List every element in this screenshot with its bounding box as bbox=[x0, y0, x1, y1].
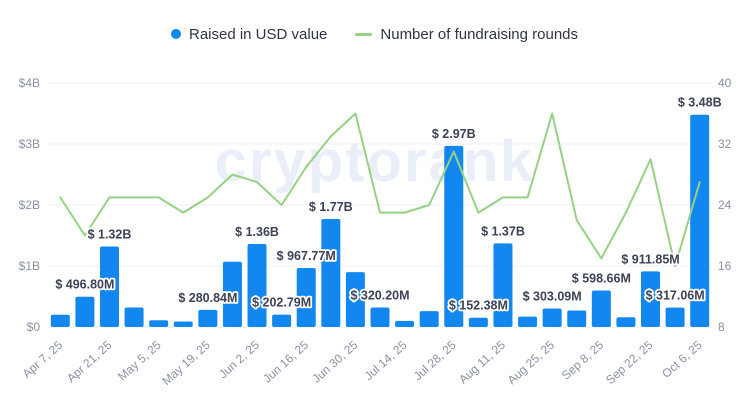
line-series-dash-icon bbox=[355, 32, 373, 36]
bar[interactable] bbox=[247, 244, 267, 327]
bar-value-label: $ 317.06M bbox=[646, 289, 705, 303]
x-axis-tick: Jun 2, 25 bbox=[216, 338, 262, 382]
bar[interactable] bbox=[345, 272, 365, 327]
bar[interactable] bbox=[419, 311, 439, 327]
bar-value-label: $ 320.20M bbox=[350, 288, 409, 302]
legend: Raised in USD value Number of fundraisin… bbox=[0, 24, 749, 44]
x-axis-tick: Aug 11, 25 bbox=[456, 338, 508, 387]
bar[interactable] bbox=[370, 307, 390, 327]
bar-value-label: $ 1.36B bbox=[235, 225, 279, 239]
bar-value-label: $ 2.97B bbox=[432, 127, 476, 141]
legend-label-raised-usd: Raised in USD value bbox=[188, 25, 328, 43]
bar[interactable] bbox=[641, 271, 661, 327]
bar-value-label: $ 303.09M bbox=[523, 290, 582, 304]
bar[interactable] bbox=[444, 145, 464, 327]
bar[interactable] bbox=[173, 321, 193, 327]
x-axis-tick: Sep 8, 25 bbox=[559, 338, 607, 383]
bar-value-label: $ 496.80M bbox=[55, 278, 114, 292]
bar[interactable] bbox=[518, 316, 538, 327]
legend-label-fundraising-rounds: Number of fundraising rounds bbox=[380, 25, 578, 43]
y-axis-tick-left: $4B bbox=[19, 76, 40, 90]
bar[interactable] bbox=[124, 307, 144, 327]
bar-value-label: $ 280.84M bbox=[178, 291, 237, 305]
x-axis-tick: May 19, 25 bbox=[159, 338, 213, 388]
x-axis-tick: Jun 16, 25 bbox=[260, 338, 311, 386]
bar[interactable] bbox=[149, 320, 169, 327]
bar[interactable] bbox=[591, 290, 611, 327]
y-axis-tick-left: $3B bbox=[19, 137, 40, 151]
y-axis-tick-right: 32 bbox=[718, 137, 732, 151]
bar-value-label: $ 598.66M bbox=[572, 271, 631, 285]
bar[interactable] bbox=[272, 314, 292, 327]
y-axis-tick-right: 16 bbox=[718, 259, 732, 273]
bar-value-label: $ 911.85M bbox=[621, 252, 679, 266]
y-axis-tick-left: $2B bbox=[19, 198, 40, 212]
bar[interactable] bbox=[395, 320, 415, 327]
bar[interactable] bbox=[99, 246, 119, 327]
bar[interactable] bbox=[321, 219, 341, 327]
bar-value-label: $ 152.38M bbox=[449, 299, 508, 313]
bar-value-label: $ 1.37B bbox=[481, 224, 525, 238]
x-axis-tick: Sep 22, 25 bbox=[603, 338, 656, 387]
bar[interactable] bbox=[665, 307, 685, 327]
rounds-line bbox=[59, 112, 701, 267]
bar[interactable] bbox=[616, 317, 636, 327]
bar[interactable] bbox=[50, 314, 70, 327]
x-axis-tick: Jun 30, 25 bbox=[309, 338, 360, 386]
bar[interactable] bbox=[493, 243, 513, 327]
bar[interactable] bbox=[542, 308, 562, 327]
bar-value-label: $ 3.48B bbox=[678, 96, 722, 110]
bar-series-dot-icon bbox=[170, 29, 181, 39]
bar[interactable] bbox=[75, 296, 95, 327]
bar-value-label: $ 967.77M bbox=[277, 249, 336, 263]
x-axis-tick: May 5, 25 bbox=[115, 338, 164, 384]
legend-item-fundraising-rounds[interactable]: Number of fundraising rounds bbox=[355, 26, 578, 43]
x-axis-tick: Aug 25, 25 bbox=[505, 338, 558, 387]
bar-value-label: $ 202.79M bbox=[252, 296, 311, 310]
legend-item-raised-usd[interactable]: Raised in USD value bbox=[170, 25, 328, 43]
y-axis-tick-left: $0 bbox=[27, 320, 41, 334]
x-axis-tick: Jul 28, 25 bbox=[411, 338, 459, 383]
bar[interactable] bbox=[468, 317, 488, 327]
x-axis-tick: Oct 6, 25 bbox=[659, 338, 705, 381]
y-axis-tick-right: 8 bbox=[718, 320, 725, 334]
bar[interactable] bbox=[296, 267, 316, 327]
bar[interactable] bbox=[222, 261, 242, 327]
bar[interactable] bbox=[567, 310, 587, 327]
bar-value-label: $ 1.77B bbox=[309, 200, 353, 214]
bar[interactable] bbox=[690, 114, 710, 327]
x-axis-tick: Apr 21, 25 bbox=[64, 338, 115, 386]
x-axis-tick: Apr 7, 25 bbox=[20, 338, 66, 381]
y-axis-tick-left: $1B bbox=[19, 259, 40, 273]
bar[interactable] bbox=[198, 309, 218, 327]
bar-value-label: $ 1.32B bbox=[88, 227, 132, 241]
y-axis-tick-right: 24 bbox=[718, 198, 732, 212]
y-axis-tick-right: 40 bbox=[718, 76, 732, 90]
x-axis-tick: Jul 14, 25 bbox=[362, 338, 410, 383]
